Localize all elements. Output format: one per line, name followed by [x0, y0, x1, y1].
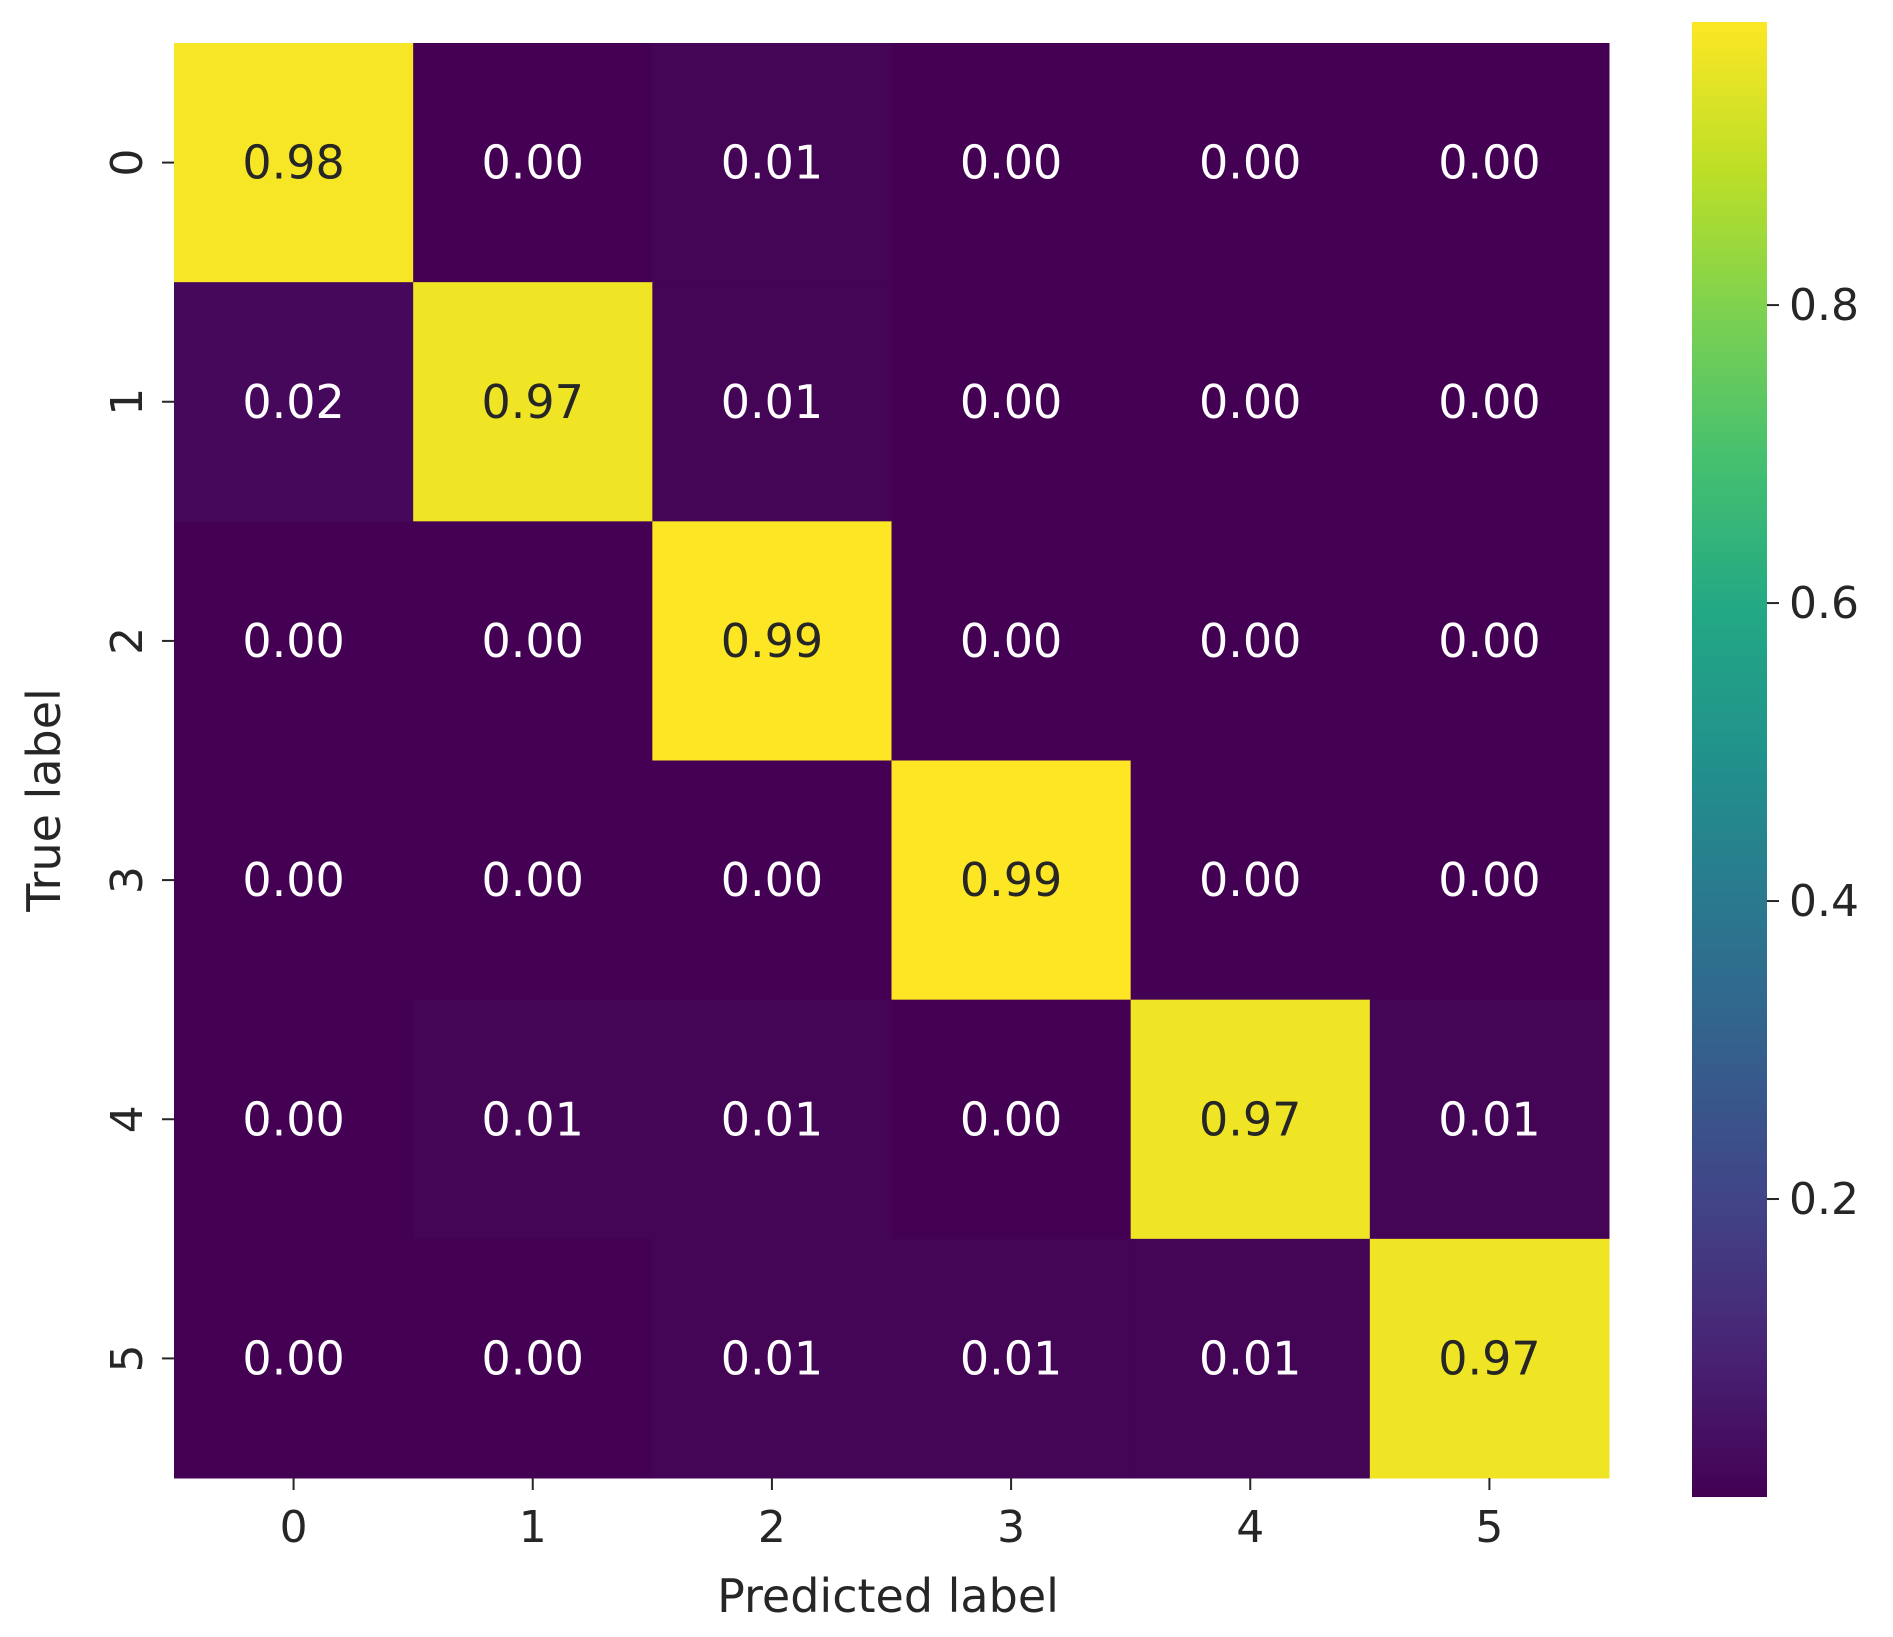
- heatmap-cell-2-4: [1130, 521, 1371, 761]
- heatmap-cell-3-2: [652, 760, 892, 1001]
- heatmap-cell-5-2: [652, 1238, 892, 1479]
- heatmap-cell-2-1: [413, 521, 653, 761]
- heatmap-cell-0-1: [413, 43, 653, 283]
- heatmap-cell-5-5: [1369, 1238, 1610, 1479]
- y-tick-label: 4: [102, 1105, 153, 1133]
- cell-value-label: 0.01: [721, 1331, 823, 1385]
- cell-value-label: 0.01: [721, 375, 823, 429]
- heatmap-cell-3-0: [174, 760, 414, 1001]
- x-tick-label: 3: [997, 1502, 1025, 1553]
- cell-value-label: 0.00: [482, 136, 584, 190]
- cell-value-label: 0.00: [482, 614, 584, 668]
- cell-value-label: 0.00: [242, 1331, 344, 1385]
- cell-value-label: 0.01: [721, 136, 823, 190]
- heatmap-cell-0-4: [1130, 43, 1371, 283]
- heatmap-cell-4-3: [891, 999, 1132, 1240]
- heatmap-cell-5-1: [413, 1238, 653, 1479]
- heatmap-cell-2-3: [891, 521, 1132, 761]
- cell-value-label: 0.00: [242, 614, 344, 668]
- colorbar: 0.2 0.4 0.6 0.8: [1692, 22, 1859, 1497]
- heatmap-cell-3-3: [891, 760, 1132, 1001]
- cell-value-label: 0.00: [960, 136, 1062, 190]
- cell-value-label: 0.00: [1199, 375, 1301, 429]
- heatmap-cell-2-5: [1369, 521, 1610, 761]
- x-axis-ticks: 0 1 2 3 4 5: [280, 1478, 1503, 1553]
- colorbar-tick-label: 0.2: [1789, 1174, 1859, 1225]
- cell-value-label: 0.01: [960, 1331, 1062, 1385]
- heatmap-cell-3-4: [1130, 760, 1371, 1001]
- heatmap-cell-4-2: [652, 999, 892, 1240]
- colorbar-tick-label: 0.6: [1789, 578, 1859, 629]
- cell-value-label: 0.02: [242, 375, 344, 429]
- heatmap-cell-1-0: [174, 282, 414, 522]
- heatmap-cell-0-3: [891, 43, 1132, 283]
- x-tick-label: 1: [519, 1502, 547, 1553]
- heatmap-cell-1-5: [1369, 282, 1610, 522]
- heatmap-cell-4-4: [1130, 999, 1371, 1240]
- heatmap-cell-2-0: [174, 521, 414, 761]
- cell-value-label: 0.00: [1199, 853, 1301, 907]
- cell-value-label: 0.00: [1199, 136, 1301, 190]
- cell-value-label: 0.00: [1438, 136, 1540, 190]
- cell-value-label: 0.00: [242, 853, 344, 907]
- cell-value-label: 0.01: [1199, 1331, 1301, 1385]
- heatmap-cell-3-5: [1369, 760, 1610, 1001]
- cell-value-label: 0.00: [1438, 853, 1540, 907]
- cell-value-label: 0.00: [482, 853, 584, 907]
- cell-value-label: 0.97: [482, 375, 584, 429]
- cell-value-label: 0.01: [482, 1092, 584, 1146]
- y-tick-label: 0: [102, 149, 153, 177]
- cell-value-label: 0.00: [1438, 375, 1540, 429]
- cell-value-label: 0.01: [1438, 1092, 1540, 1146]
- heatmap-cell-1-2: [652, 282, 892, 522]
- y-tick-label: 3: [102, 866, 153, 894]
- colorbar-tick-label: 0.4: [1789, 876, 1859, 927]
- heatmap-cells: [174, 43, 1610, 1479]
- colorbar-ticks: 0.2 0.4 0.6 0.8: [1767, 280, 1859, 1225]
- y-tick-label: 5: [102, 1344, 153, 1372]
- heatmap-cell-0-5: [1369, 43, 1610, 283]
- heatmap-cell-0-0: [174, 43, 414, 283]
- heatmap-cell-5-0: [174, 1238, 414, 1479]
- cell-value-label: 0.00: [242, 1092, 344, 1146]
- x-tick-label: 5: [1475, 1502, 1503, 1553]
- cell-value-label: 0.01: [721, 1092, 823, 1146]
- cell-value-label: 0.99: [960, 853, 1062, 907]
- cell-value-label: 0.00: [1199, 614, 1301, 668]
- y-tick-label: 1: [102, 388, 153, 416]
- cell-value-label: 0.98: [242, 136, 344, 190]
- cell-value-label: 0.99: [721, 614, 823, 668]
- cell-value-label: 0.00: [482, 1331, 584, 1385]
- colorbar-gradient: [1692, 22, 1767, 1497]
- colorbar-tick-label: 0.8: [1789, 280, 1859, 331]
- heatmap-cell-1-1: [413, 282, 653, 522]
- heatmap-cell-4-5: [1369, 999, 1610, 1240]
- y-axis-ticks: 0 1 2 3 4 5: [102, 149, 174, 1372]
- x-axis-label: Predicted label: [717, 1569, 1059, 1623]
- heatmap-cell-3-1: [413, 760, 653, 1001]
- cell-value-label: 0.00: [960, 375, 1062, 429]
- x-tick-label: 2: [758, 1502, 786, 1553]
- heatmap-cell-2-2: [652, 521, 892, 761]
- heatmap-cell-1-3: [891, 282, 1132, 522]
- cell-value-label: 0.97: [1438, 1331, 1540, 1385]
- cell-value-label: 0.00: [960, 1092, 1062, 1146]
- cell-value-label: 0.00: [1438, 614, 1540, 668]
- cell-value-label: 0.97: [1199, 1092, 1301, 1146]
- heatmap-cell-0-2: [652, 43, 892, 283]
- x-tick-label: 0: [280, 1502, 308, 1553]
- heatmap-annotations: 0.98 0.00 0.01 0.00 0.00 0.00 0.02 0.97 0.01 0.00…: [242, 136, 1540, 1386]
- heatmap-cell-1-4: [1130, 282, 1371, 522]
- x-tick-label: 4: [1236, 1502, 1264, 1553]
- cell-value-label: 0.00: [960, 614, 1062, 668]
- y-tick-label: 2: [102, 627, 153, 655]
- heatmap-cell-5-4: [1130, 1238, 1371, 1479]
- heatmap-cell-5-3: [891, 1238, 1132, 1479]
- y-axis-label: True label: [17, 688, 71, 913]
- cell-value-label: 0.00: [721, 853, 823, 907]
- heatmap-cell-4-1: [413, 999, 653, 1240]
- heatmap-cell-4-0: [174, 999, 414, 1240]
